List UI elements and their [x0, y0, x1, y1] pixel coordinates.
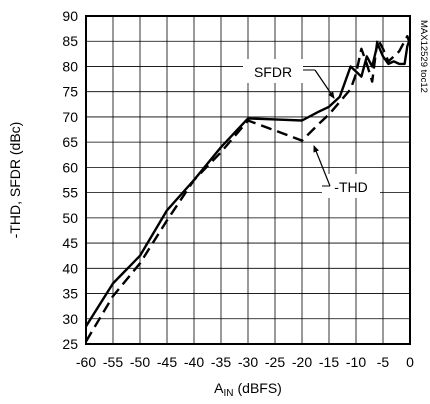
x-tick-label: -15	[319, 354, 339, 370]
y-tick-label: 85	[62, 33, 78, 49]
thd-arrow	[313, 145, 331, 187]
y-tick-label: 75	[62, 84, 78, 100]
y-tick-label: 90	[62, 8, 78, 24]
x-axis-title: AIN (dBFS)	[214, 380, 282, 399]
y-tick-label: 50	[62, 210, 78, 226]
y-tick-label: 45	[62, 235, 78, 251]
y-tick-label: 55	[62, 185, 78, 201]
x-tick-label: -45	[157, 354, 177, 370]
x-axis-title-main: A	[214, 380, 224, 396]
tick-labels: -60 -55 -50 -45 -40 -35 -30 -25 -20 -15 -10 -5 02530…	[62, 8, 414, 370]
annotations: SFDR -THD	[243, 59, 380, 198]
y-tick-label: 35	[62, 286, 78, 302]
y-axis-title: -THD, SFDR (dBc)	[7, 122, 23, 239]
y-tick-label: 30	[62, 311, 78, 327]
sfdr-arrow	[314, 69, 335, 99]
x-tick-label: -35	[211, 354, 231, 370]
x-tick-label: -50	[130, 354, 150, 370]
x-tick-label: -10	[346, 354, 366, 370]
series-group	[84, 35, 412, 343]
x-tick-label: -60	[76, 354, 96, 370]
x-tick-label: -30	[238, 354, 258, 370]
x-tick-label: -5	[377, 354, 390, 370]
x-tick-label: -25	[265, 354, 285, 370]
figure-id-note: MAX12529 toc12	[418, 20, 429, 93]
x-tick-label: -40	[184, 354, 204, 370]
y-tick-label: 65	[62, 134, 78, 150]
y-tick-label: 25	[62, 336, 78, 352]
thd-series-line	[84, 35, 412, 343]
sfdr-label-background	[243, 59, 303, 83]
x-axis-title-subscript: IN	[224, 388, 234, 399]
sfdr-annotation-label: SFDR	[254, 64, 292, 80]
x-tick-label: -55	[103, 354, 123, 370]
y-tick-label: 40	[62, 260, 78, 276]
thd-annotation-label: -THD	[334, 179, 367, 195]
x-tick-label: -20	[292, 354, 312, 370]
x-axis-title-unit: (dBFS)	[238, 380, 282, 396]
y-tick-label: 60	[62, 159, 78, 175]
plot-frame	[85, 15, 411, 345]
thd-label-background	[322, 174, 380, 198]
y-tick-label: 80	[62, 58, 78, 74]
y-tick-label: 70	[62, 109, 78, 125]
x-tick-label: 0	[406, 354, 414, 370]
